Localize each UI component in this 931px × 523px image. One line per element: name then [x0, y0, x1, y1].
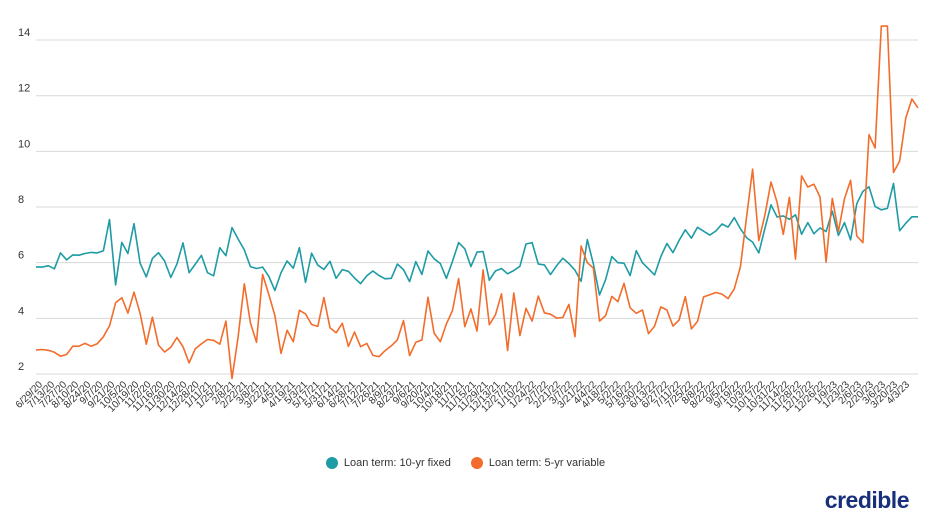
x-axis: 6/29/207/13/207/27/208/10/208/24/209/7/2…	[14, 379, 913, 415]
y-tick-label: 2	[18, 361, 24, 373]
y-tick-label: 14	[18, 27, 30, 39]
legend-label-5yr-variable: Loan term: 5-yr variable	[488, 457, 606, 469]
y-tick-label: 4	[18, 305, 24, 317]
legend-swatch-10yr-fixed	[325, 457, 338, 469]
legend-item-10yr-fixed[interactable]: Loan term: 10-yr fixed	[325, 457, 451, 469]
legend-item-5yr-variable[interactable]: Loan term: 5-yr variable	[470, 457, 606, 469]
legend: Loan term: 10-yr fixed Loan term: 5-yr v…	[0, 457, 931, 469]
y-tick-label: 6	[18, 250, 24, 262]
series-line-10yr-fixed	[35, 182, 918, 296]
series-lines	[35, 25, 919, 380]
series-line-5yr-variable	[35, 25, 919, 380]
y-tick-label: 10	[18, 138, 30, 150]
legend-label-10yr-fixed: Loan term: 10-yr fixed	[343, 457, 451, 469]
grid-lines	[36, 39, 918, 375]
y-tick-label: 12	[18, 83, 30, 95]
legend-swatch-5yr-variable	[470, 457, 483, 469]
y-tick-label: 8	[18, 194, 24, 206]
y-axis: 2 4 6 8 10 12 14	[18, 27, 30, 373]
credible-logo: credible	[824, 487, 910, 513]
